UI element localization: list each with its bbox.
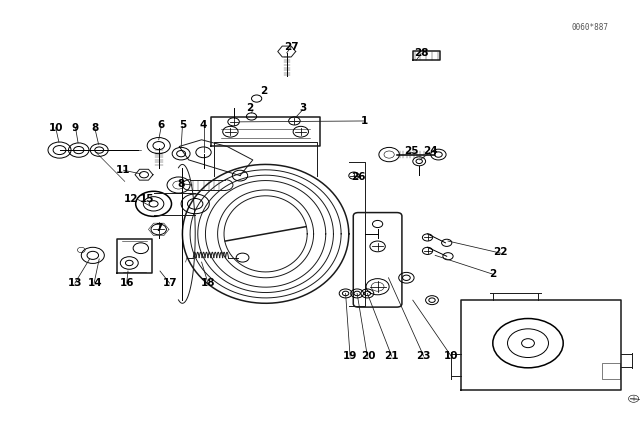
Text: 22: 22 xyxy=(493,247,508,257)
Text: 20: 20 xyxy=(361,351,375,361)
Text: 19: 19 xyxy=(343,351,357,361)
Text: 2: 2 xyxy=(260,86,268,96)
Text: 7: 7 xyxy=(155,224,163,233)
Text: 18: 18 xyxy=(201,278,215,288)
Text: 8: 8 xyxy=(177,179,185,189)
Text: 14: 14 xyxy=(88,278,102,288)
Text: 2: 2 xyxy=(246,103,253,113)
Text: 26: 26 xyxy=(351,172,365,182)
Text: 9: 9 xyxy=(72,123,79,133)
Text: 5: 5 xyxy=(179,121,186,130)
Text: 21: 21 xyxy=(385,351,399,361)
Text: 28: 28 xyxy=(414,48,428,58)
Text: 10: 10 xyxy=(49,123,63,133)
Text: 27: 27 xyxy=(284,42,298,52)
Text: 13: 13 xyxy=(68,278,82,288)
Text: 16: 16 xyxy=(120,278,134,288)
Text: 4: 4 xyxy=(200,121,207,130)
Text: 6: 6 xyxy=(157,121,165,130)
Text: 12: 12 xyxy=(124,194,138,204)
Text: 17: 17 xyxy=(163,278,177,288)
Text: 25: 25 xyxy=(404,146,419,156)
Text: 2: 2 xyxy=(489,269,497,279)
Text: 3: 3 xyxy=(299,103,307,113)
Text: 1: 1 xyxy=(361,116,369,126)
Text: 10: 10 xyxy=(444,351,458,361)
Text: 8: 8 xyxy=(91,123,99,133)
Text: 24: 24 xyxy=(424,146,438,156)
Text: 11: 11 xyxy=(116,165,131,175)
Text: 0060*887: 0060*887 xyxy=(571,23,608,32)
Bar xyxy=(602,363,620,379)
Text: 23: 23 xyxy=(417,351,431,361)
Text: 15: 15 xyxy=(140,194,154,204)
